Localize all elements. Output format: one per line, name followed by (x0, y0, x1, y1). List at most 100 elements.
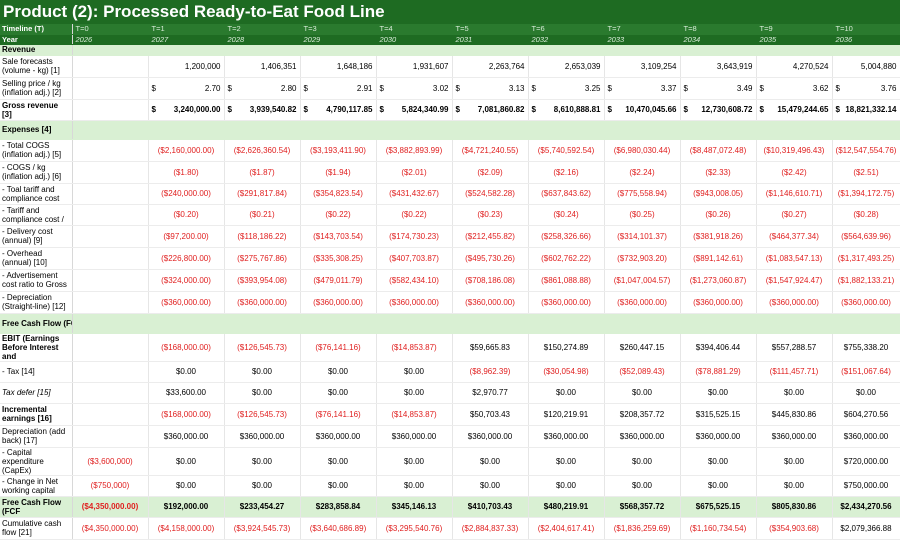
cell[interactable]: $360,000.00 (224, 425, 301, 448)
cell[interactable]: ($354,903.68) (756, 517, 833, 540)
cell[interactable]: $0.00 (680, 447, 757, 476)
cell[interactable]: ($732,903.20) (604, 247, 681, 270)
cell[interactable]: $15,479,244.65 (756, 99, 833, 121)
cell[interactable]: $3,240,000.00 (148, 99, 225, 121)
cell[interactable]: ($360,000.00) (148, 291, 225, 314)
cell[interactable]: ($495,730.26) (452, 247, 529, 270)
cell[interactable]: $0.00 (224, 361, 301, 383)
cell[interactable]: ($943,008.05) (680, 183, 757, 205)
cell[interactable]: $2,079,366.88 (832, 517, 900, 540)
cell[interactable]: $8,610,888.81 (528, 99, 605, 121)
cell[interactable]: ($564,639.96) (832, 225, 900, 248)
cell[interactable]: ($3,600,000) (72, 447, 149, 476)
cell[interactable]: ($168,000.00) (148, 403, 225, 426)
cell[interactable]: $0.00 (680, 475, 757, 497)
cell[interactable]: 4,270,524 (756, 55, 833, 78)
cell[interactable]: ($275,767.86) (224, 247, 301, 270)
cell[interactable]: ($407,703.87) (376, 247, 453, 270)
cell[interactable]: $0.00 (224, 475, 301, 497)
cell[interactable]: ($8,487,072.48) (680, 139, 757, 162)
cell[interactable]: ($861,088.88) (528, 269, 605, 292)
cell[interactable]: $0.00 (528, 475, 605, 497)
cell[interactable]: $568,357.72 (604, 496, 681, 518)
cell[interactable]: $0.00 (376, 361, 453, 383)
cell[interactable]: $2.70 (148, 77, 225, 100)
cell[interactable]: 1,648,186 (300, 55, 377, 78)
cell[interactable]: ($2,160,000.00) (148, 139, 225, 162)
cell[interactable]: ($4,158,000.00) (148, 517, 225, 540)
cell[interactable]: ($314,101.37) (604, 225, 681, 248)
cell[interactable]: ($431,432.67) (376, 183, 453, 205)
cell[interactable]: ($0.27) (756, 204, 833, 226)
cell[interactable]: ($97,200.00) (148, 225, 225, 248)
cell[interactable]: $233,454.27 (224, 496, 301, 518)
cell[interactable]: $410,703.43 (452, 496, 529, 518)
cell[interactable]: ($360,000.00) (224, 291, 301, 314)
cell[interactable]: ($3,295,540.76) (376, 517, 453, 540)
cell[interactable]: ($2.42) (756, 161, 833, 184)
cell[interactable]: ($151,067.64) (832, 361, 900, 383)
cell[interactable]: ($76,141.16) (300, 333, 377, 362)
cell[interactable]: ($891,142.61) (680, 247, 757, 270)
cell[interactable]: ($291,817.84) (224, 183, 301, 205)
cell[interactable]: ($360,000.00) (452, 291, 529, 314)
cell[interactable] (72, 361, 149, 383)
cell[interactable]: ($2.01) (376, 161, 453, 184)
cell[interactable] (72, 382, 149, 404)
cell[interactable]: ($360,000.00) (680, 291, 757, 314)
cell[interactable]: ($143,703.54) (300, 225, 377, 248)
cell[interactable]: $10,470,045.66 (604, 99, 681, 121)
cell[interactable]: ($360,000.00) (528, 291, 605, 314)
cell[interactable]: $3.49 (680, 77, 757, 100)
cell[interactable]: ($524,582.28) (452, 183, 529, 205)
cell[interactable]: ($14,853.87) (376, 403, 453, 426)
cell[interactable]: $0.00 (224, 382, 301, 404)
cell[interactable]: ($3,193,411.90) (300, 139, 377, 162)
cell[interactable] (72, 55, 149, 78)
cell[interactable]: ($3,640,686.89) (300, 517, 377, 540)
cell[interactable]: ($168,000.00) (148, 333, 225, 362)
cell[interactable] (72, 183, 149, 205)
cell[interactable]: $12,730,608.72 (680, 99, 757, 121)
cell[interactable]: ($4,350,000.00) (72, 496, 149, 518)
cell[interactable]: $33,600.00 (148, 382, 225, 404)
cell[interactable]: ($0.22) (300, 204, 377, 226)
cell[interactable]: 1,406,351 (224, 55, 301, 78)
cell[interactable]: $315,525.15 (680, 403, 757, 426)
cell[interactable] (72, 247, 149, 270)
cell[interactable] (72, 99, 149, 121)
cell[interactable]: $557,288.57 (756, 333, 833, 362)
cell[interactable]: $3.37 (604, 77, 681, 100)
cell[interactable]: $283,858.84 (300, 496, 377, 518)
cell[interactable]: $360,000.00 (528, 425, 605, 448)
cell[interactable]: $0.00 (148, 475, 225, 497)
cell[interactable]: $0.00 (376, 382, 453, 404)
cell[interactable]: ($0.25) (604, 204, 681, 226)
cell[interactable]: 3,109,254 (604, 55, 681, 78)
cell[interactable]: $345,146.13 (376, 496, 453, 518)
cell[interactable]: ($6,980,030.44) (604, 139, 681, 162)
cell[interactable]: ($1,317,493.25) (832, 247, 900, 270)
cell[interactable]: $2.91 (300, 77, 377, 100)
cell[interactable]: ($174,730.23) (376, 225, 453, 248)
cell[interactable]: $0.00 (528, 382, 605, 404)
cell[interactable]: ($14,853.87) (376, 333, 453, 362)
cell[interactable]: ($0.23) (452, 204, 529, 226)
cell[interactable]: ($226,800.00) (148, 247, 225, 270)
cell[interactable]: $0.00 (300, 475, 377, 497)
cell[interactable]: ($393,954.08) (224, 269, 301, 292)
cell[interactable]: $0.00 (756, 475, 833, 497)
cell[interactable]: ($1,273,060.87) (680, 269, 757, 292)
cell[interactable]: ($2,884,837.33) (452, 517, 529, 540)
cell[interactable]: $18,821,332.14 (832, 99, 900, 121)
cell[interactable]: ($258,326.66) (528, 225, 605, 248)
cell[interactable] (72, 291, 149, 314)
cell[interactable]: ($111,457.71) (756, 361, 833, 383)
cell[interactable]: 1,931,607 (376, 55, 453, 78)
cell[interactable]: ($2.09) (452, 161, 529, 184)
cell[interactable]: $360,000.00 (452, 425, 529, 448)
cell[interactable]: ($360,000.00) (832, 291, 900, 314)
cell[interactable]: ($1,882,133.21) (832, 269, 900, 292)
cell[interactable]: ($602,762.22) (528, 247, 605, 270)
cell[interactable]: ($10,319,496.43) (756, 139, 833, 162)
